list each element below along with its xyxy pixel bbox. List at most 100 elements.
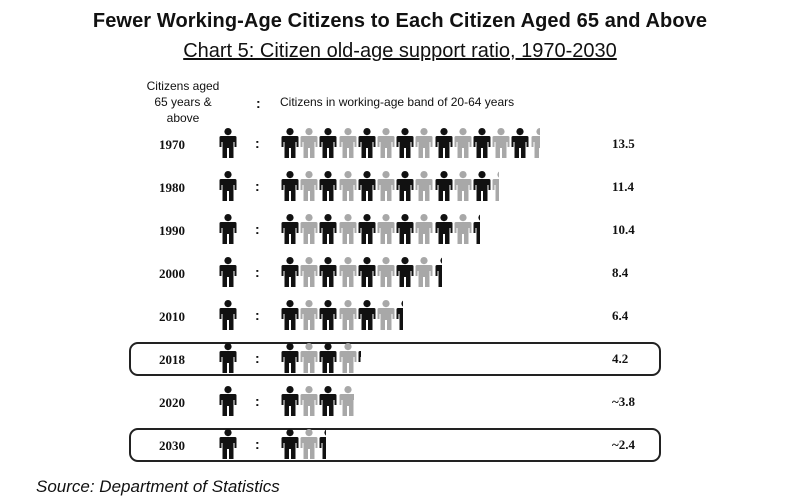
person-icon: [281, 257, 299, 287]
highlight-box: [129, 342, 661, 376]
person-icon: [531, 128, 540, 158]
highlight-box: [129, 428, 661, 462]
ratio-value: 4.2: [612, 351, 629, 366]
working-age-figures: [280, 257, 442, 289]
working-age-figures: [280, 386, 354, 418]
person-icon: [300, 214, 318, 244]
elderly-header-line2: 65 years & above: [154, 95, 212, 125]
elderly-citizen: [218, 300, 237, 330]
person-icon: [492, 171, 500, 201]
person-icon: [511, 128, 529, 158]
elderly-citizen: [218, 171, 237, 201]
chart-title: Fewer Working-Age Citizens to Each Citiz…: [92, 10, 708, 32]
ratio-colon: :: [255, 135, 260, 151]
person-icon: [339, 171, 357, 201]
person-icon: [319, 343, 337, 373]
person-icon: [281, 429, 299, 459]
person-icon: [415, 128, 433, 158]
ratio-value: 6.4: [612, 308, 629, 323]
person-icon: [396, 257, 414, 287]
person-icon: [473, 171, 491, 201]
person-icon: [319, 171, 337, 201]
working-age-column-header: Citizens in working-age band of 20-64 ye…: [280, 95, 515, 109]
ratio-value: ~3.8: [612, 394, 636, 409]
person-icon: [339, 300, 357, 330]
elderly-citizen: [218, 429, 237, 459]
ratio-colon: :: [255, 393, 260, 409]
ratio-row: 1990: 10.4: [0, 211, 800, 251]
elderly-citizen: [218, 386, 237, 416]
elderly-column-header: Citizens aged 65 years & above: [138, 78, 228, 126]
person-icon: [281, 214, 299, 244]
person-icon: [415, 257, 433, 287]
person-icon: [339, 343, 357, 373]
elderly-header-line1: Citizens aged: [146, 79, 220, 93]
person-icon: [377, 257, 395, 287]
year-label: 1990: [159, 223, 185, 238]
ratio-value: 8.4: [612, 265, 629, 280]
person-icon: [300, 257, 318, 287]
person-icon: [396, 128, 414, 158]
person-icon: [377, 171, 395, 201]
year-label: 2018: [159, 352, 185, 367]
person-icon: [415, 214, 433, 244]
person-icon: [358, 171, 376, 201]
person-icon: [473, 128, 491, 158]
person-icon: [300, 386, 318, 416]
person-icon: [219, 214, 237, 244]
ratio-row: 1970: 13.5: [0, 125, 800, 165]
person-icon: [319, 214, 337, 244]
person-icon: [281, 300, 299, 330]
person-icon: [377, 300, 395, 330]
person-icon: [219, 429, 237, 459]
person-icon: [473, 214, 481, 244]
ratio-value: ~2.4: [612, 437, 636, 452]
person-icon: [454, 171, 472, 201]
ratio-row: 2000: 8.4: [0, 254, 800, 294]
ratio-value: 11.4: [612, 179, 635, 194]
person-icon: [300, 343, 318, 373]
person-icon: [396, 214, 414, 244]
year-label: 2010: [159, 309, 185, 324]
person-icon: [281, 128, 299, 158]
person-icon: [219, 128, 237, 158]
person-icon: [435, 128, 453, 158]
ratio-colon: :: [255, 307, 260, 323]
ratio-value: 10.4: [612, 222, 635, 237]
working-age-figures: [280, 128, 540, 160]
person-icon: [339, 214, 357, 244]
person-icon: [319, 257, 337, 287]
person-icon: [415, 171, 433, 201]
ratio-colon: :: [255, 350, 260, 366]
person-icon: [300, 429, 318, 459]
person-icon: [358, 257, 376, 287]
person-icon: [454, 214, 472, 244]
person-icon: [219, 386, 237, 416]
person-icon: [339, 128, 357, 158]
year-label: 1980: [159, 180, 185, 195]
person-icon: [281, 171, 299, 201]
person-icon: [219, 171, 237, 201]
ratio-row: 2010: 6.4: [0, 297, 800, 337]
person-icon: [396, 300, 404, 330]
person-icon: [319, 429, 327, 459]
working-age-figures: [280, 300, 404, 332]
ratio-colon: :: [255, 436, 260, 452]
working-age-figures: [280, 214, 481, 246]
ratio-colon: :: [255, 178, 260, 194]
person-icon: [377, 128, 395, 158]
source-note: Source: Department of Statistics: [36, 477, 280, 496]
person-icon: [319, 386, 337, 416]
person-icon: [281, 386, 299, 416]
ratio-row: 2020: ~3.8: [0, 383, 800, 423]
person-icon: [435, 171, 453, 201]
ratio-row: 2018: 4.2: [0, 340, 800, 380]
ratio-colon: :: [255, 264, 260, 280]
year-label: 2030: [159, 438, 185, 453]
elderly-citizen: [218, 128, 237, 158]
ratio-value: 13.5: [612, 136, 635, 151]
working-age-figures: [280, 171, 500, 203]
person-icon: [281, 343, 299, 373]
person-icon: [396, 171, 414, 201]
person-icon: [358, 214, 376, 244]
